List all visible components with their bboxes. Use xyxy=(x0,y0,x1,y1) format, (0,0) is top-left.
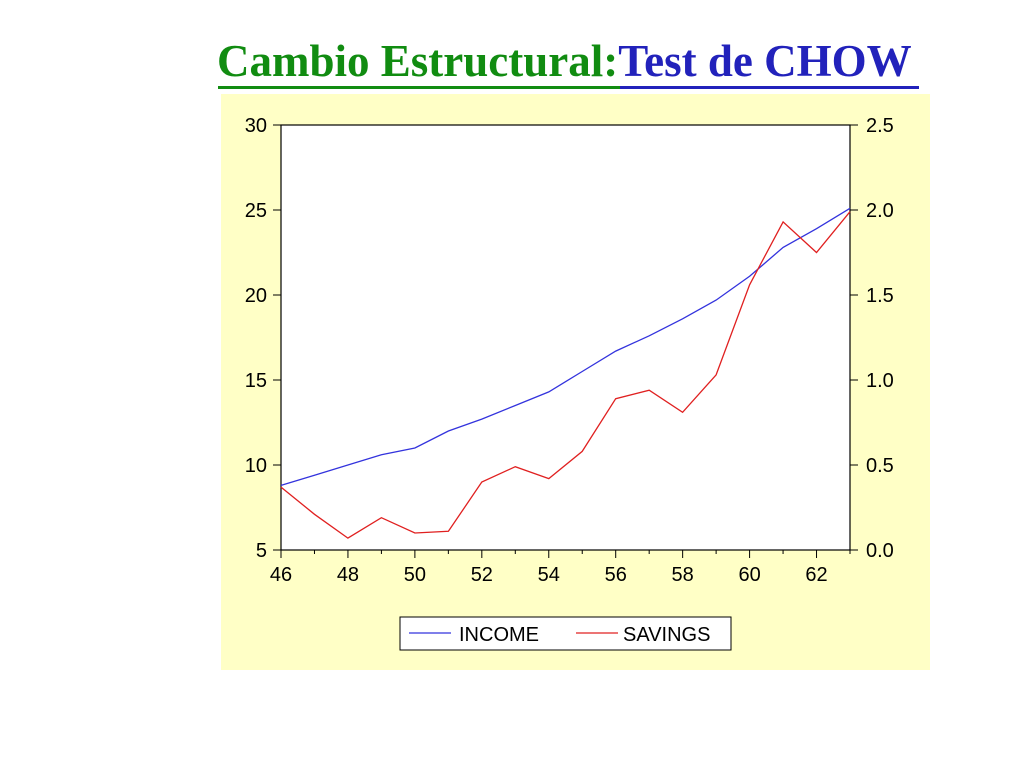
y-left-tick-label: 5 xyxy=(256,540,267,562)
x-tick-label: 62 xyxy=(805,564,827,586)
x-tick-label: 50 xyxy=(404,564,426,586)
y-right-tick-label: 2.0 xyxy=(866,200,894,222)
x-tick-label: 54 xyxy=(538,564,560,586)
y-left-tick-label: 25 xyxy=(245,200,267,222)
x-tick-label: 56 xyxy=(605,564,627,586)
title-underline-accent xyxy=(218,86,620,89)
y-left-tick-label: 20 xyxy=(245,285,267,307)
y-right-tick-label: 2.5 xyxy=(866,115,894,137)
x-tick-label: 48 xyxy=(337,564,359,586)
x-tick-label: 58 xyxy=(672,564,694,586)
series-line-income xyxy=(280,207,851,487)
y-left-tick-label: 15 xyxy=(245,370,267,392)
y-right-tick-label: 0.0 xyxy=(866,540,894,562)
chart-legend: INCOME SAVINGS xyxy=(399,616,732,651)
x-tick-label: 52 xyxy=(471,564,493,586)
legend-box xyxy=(399,616,732,651)
plot-area xyxy=(280,124,851,551)
legend-label-savings: SAVINGS xyxy=(623,624,710,646)
y-left-tick-label: 30 xyxy=(245,115,267,137)
slide-title: Cambio Estructural:Test de CHOW xyxy=(217,36,920,90)
y-left-tick-label: 10 xyxy=(245,455,267,477)
legend-label-income: INCOME xyxy=(459,624,539,646)
line-chart: 46 48 50 52 54 56 58 60 62 5 10 15 20 25 30 0.0 0.5 1.0 1.… xyxy=(245,115,894,651)
x-tick-label: 60 xyxy=(738,564,760,586)
series-line-savings xyxy=(280,211,851,539)
y-right-tick-label: 0.5 xyxy=(866,455,894,477)
chart-panel: 46 48 50 52 54 56 58 60 62 5 10 15 20 25 30 0.0 0.5 1.0 1.… xyxy=(221,94,930,670)
y-right-tick-label: 1.0 xyxy=(866,370,894,392)
x-tick-label: 46 xyxy=(270,564,292,586)
y-right-tick-label: 1.5 xyxy=(866,285,894,307)
slide-title-part2: Test de CHOW xyxy=(618,36,912,86)
slide-title-part1: Cambio Estructural: xyxy=(217,36,619,86)
